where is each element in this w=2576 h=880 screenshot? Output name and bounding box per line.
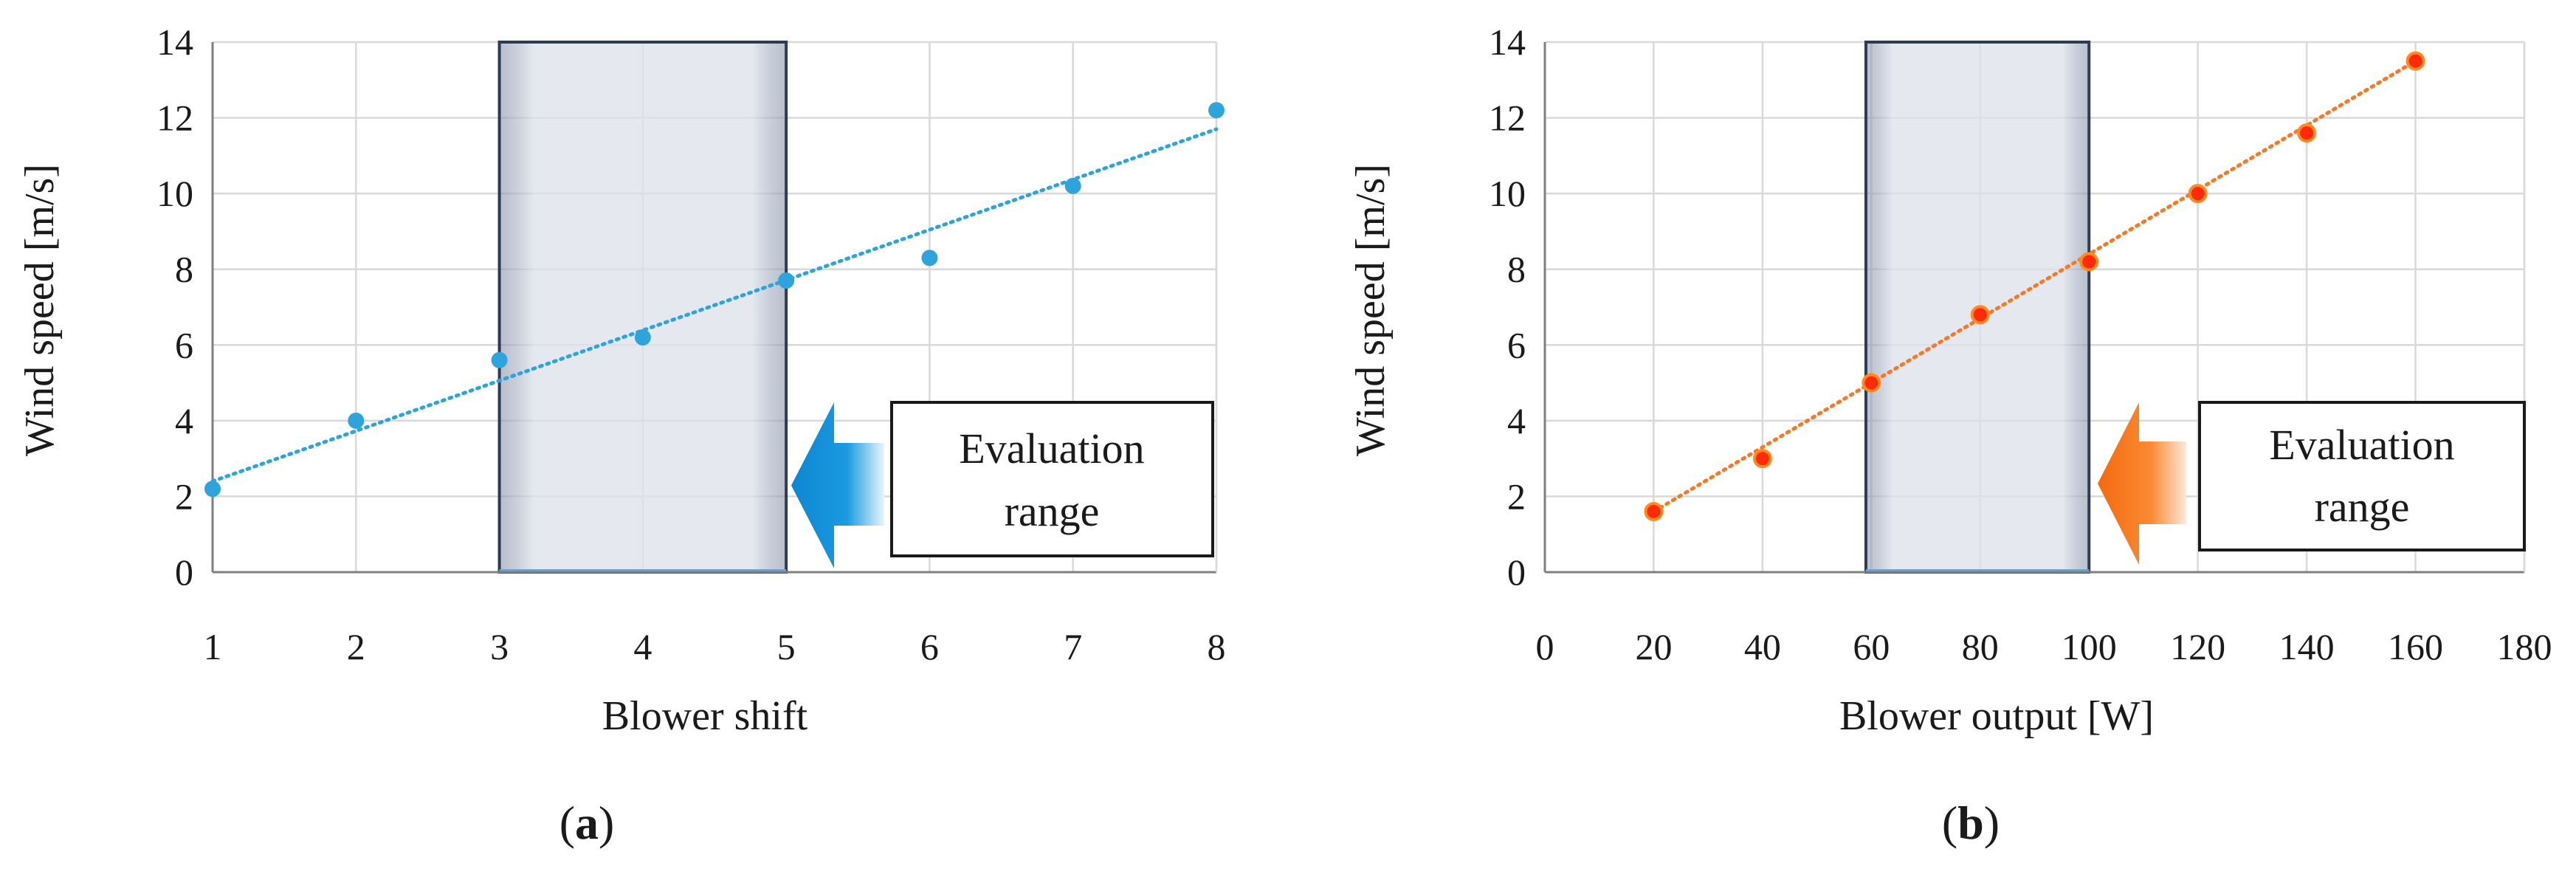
- x-tick-label: 0: [1536, 626, 1554, 667]
- y-tick-label: 10: [1489, 173, 1526, 214]
- y-tick-label: 6: [1507, 324, 1526, 365]
- x-tick-label: 100: [2062, 626, 2117, 667]
- data-point: [2405, 51, 2425, 71]
- x-tick-label: 120: [2170, 626, 2225, 667]
- x-tick-label: 2: [347, 626, 365, 667]
- evaluation-arrow-icon: [2098, 402, 2186, 565]
- x-tick-label: 7: [1064, 626, 1082, 667]
- x-tick-label: 1: [204, 626, 222, 667]
- trendline: [1651, 59, 2418, 514]
- y-axis-title: Wind speed [m/s]: [17, 164, 63, 456]
- x-tick-labels: 0 20 40 60 80 100 120 140 160 180: [1536, 626, 2552, 667]
- y-tick-label: 2: [1507, 475, 1526, 517]
- data-point: [1862, 373, 1881, 393]
- evaluation-range-band: [497, 41, 788, 574]
- annotation-line1: Evaluation: [2269, 421, 2454, 469]
- y-tick-label: 4: [1507, 400, 1526, 441]
- annotation-line2: range: [2315, 483, 2410, 531]
- y-tick-labels: 0 2 4 6 8 10 12 14: [156, 21, 193, 593]
- data-point: [778, 272, 795, 289]
- x-tick-label: 80: [1962, 626, 1999, 667]
- x-tick-label: 60: [1853, 626, 1890, 667]
- data-point: [1752, 449, 1772, 469]
- y-axis-title: Wind speed [m/s]: [1348, 164, 1394, 456]
- x-tick-label: 6: [920, 626, 939, 667]
- annotation-box: [890, 401, 1214, 557]
- y-tick-label: 2: [175, 475, 193, 517]
- annotation-line1: Evaluation: [959, 424, 1144, 472]
- y-tick-label: 4: [175, 400, 193, 441]
- x-tick-label: 4: [633, 626, 652, 667]
- panel-label: (b): [1942, 797, 2000, 849]
- y-tick-label: 14: [1489, 21, 1526, 63]
- data-point: [2188, 184, 2208, 204]
- x-tick-label: 8: [1208, 626, 1226, 667]
- x-tick-label: 140: [2279, 626, 2335, 667]
- y-tick-label: 6: [175, 324, 193, 365]
- data-point: [1064, 177, 1081, 194]
- annotation-box: [2198, 401, 2526, 551]
- x-tick-label: 160: [2388, 626, 2443, 667]
- data-point: [204, 481, 221, 498]
- trendline-path: [1651, 59, 2418, 514]
- data-point: [1644, 501, 1664, 521]
- trendline: [210, 127, 1219, 484]
- data-point: [634, 329, 651, 346]
- y-tick-labels: 0 2 4 6 8 10 12 14: [1489, 21, 1526, 593]
- trendline-path: [210, 127, 1219, 484]
- x-tick-labels: 1 2 3 4 5 6 7 8: [204, 626, 1226, 667]
- data-points: [204, 102, 1225, 498]
- y-tick-label: 14: [156, 21, 193, 63]
- y-tick-label: 10: [156, 173, 193, 214]
- data-point: [348, 412, 365, 429]
- chart-panel-b: 0 20 40 60 80 100 120 140 160 180 0 2 4 6 8 10 12 14 Eva…: [1348, 21, 2552, 849]
- data-point: [1970, 305, 1990, 325]
- y-tick-label: 12: [156, 97, 193, 139]
- data-point: [1208, 102, 1225, 119]
- x-tick-label: 40: [1744, 626, 1781, 667]
- y-tick-label: 12: [1489, 97, 1526, 139]
- x-axis-title: Blower shift: [602, 693, 808, 739]
- x-tick-label: 20: [1635, 626, 1672, 667]
- evaluation-range-rect: [497, 41, 788, 574]
- x-tick-label: 3: [490, 626, 509, 667]
- y-tick-label: 8: [175, 249, 193, 290]
- annotation-line2: range: [1005, 487, 1100, 535]
- panel-label: (a): [559, 797, 615, 849]
- left-arrow-shape: [2098, 402, 2186, 565]
- data-points: [1644, 51, 2425, 521]
- evaluation-arrow-icon: [791, 402, 884, 568]
- x-tick-label: 5: [777, 626, 796, 667]
- data-point: [921, 250, 938, 267]
- y-tick-label: 0: [175, 551, 193, 593]
- y-tick-label: 0: [1507, 551, 1526, 593]
- y-tick-label: 8: [1507, 249, 1526, 290]
- data-point: [2297, 123, 2317, 143]
- x-axis-title: Blower output [W]: [1839, 693, 2154, 739]
- left-arrow-shape: [791, 402, 884, 568]
- data-point: [491, 351, 508, 368]
- x-tick-label: 180: [2497, 626, 2552, 667]
- data-point: [2079, 252, 2099, 272]
